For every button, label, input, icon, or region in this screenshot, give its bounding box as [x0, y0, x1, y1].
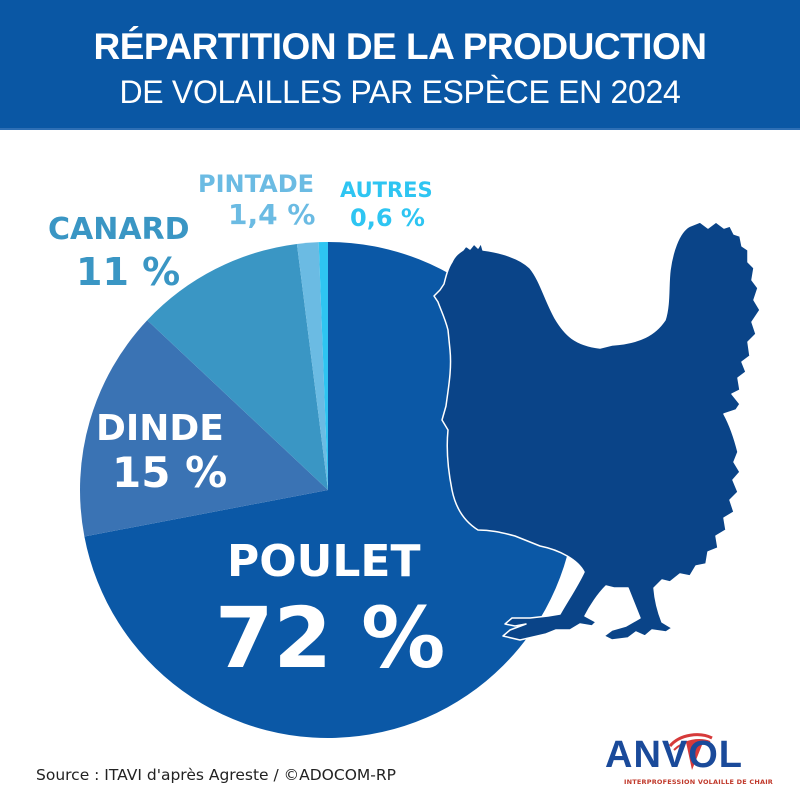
header-banner: RÉPARTITION DE LA PRODUCTION DE VOLAILLE… [0, 0, 800, 130]
pie-slice-canard [147, 243, 328, 490]
label-pintade-value: 1,4 % [228, 198, 316, 231]
label-autres-name: AUTRES [340, 178, 433, 202]
logo-text: ANVOL [605, 734, 743, 776]
label-poulet-name: POULET [227, 536, 421, 587]
label-poulet-value: 72 % [215, 589, 446, 687]
pie-slice-dinde [79, 320, 328, 537]
source-note: Source : ITAVI d'après Agreste / ©ADOCOM… [36, 766, 396, 784]
label-canard-name: CANARD [48, 212, 190, 247]
label-autres-value: 0,6 % [350, 204, 425, 232]
label-dinde-name: DINDE [96, 408, 224, 449]
label-canard-value: 11 % [76, 250, 181, 294]
chicken-silhouette-icon [433, 221, 761, 641]
pie-slice-autres [318, 242, 328, 490]
chart-title: RÉPARTITION DE LA PRODUCTION [93, 26, 707, 67]
logo-subtitle: INTERPROFESSION VOLAILLE DE CHAIR [624, 778, 774, 786]
label-dinde-value: 15 % [112, 448, 228, 497]
anvol-logo: ANVOL INTERPROFESSION VOLAILLE DE CHAIR [600, 728, 790, 788]
logo-swoosh-icon [668, 733, 713, 770]
pie-slice-pintade [296, 242, 328, 490]
label-pintade-name: PINTADE [198, 170, 315, 198]
chart-subtitle: DE VOLAILLES PAR ESPÈCE EN 2024 [119, 74, 681, 110]
